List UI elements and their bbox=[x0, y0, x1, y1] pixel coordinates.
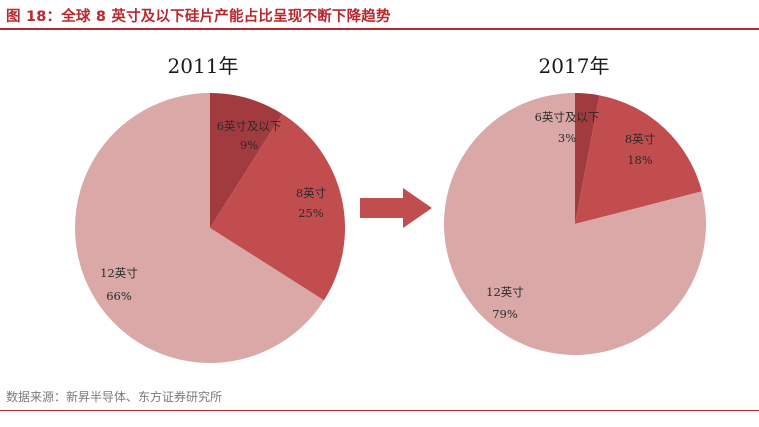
top-rule bbox=[0, 28, 759, 30]
pie-2017-value-12in: 79% bbox=[492, 307, 518, 321]
pie-2017: 2017年 6英寸及以下 3% 8英寸 18% 12英寸 79% bbox=[443, 54, 706, 355]
pie-2011-value-6in: 9% bbox=[240, 138, 258, 152]
pie-title-2011: 2011年 bbox=[168, 54, 239, 78]
pie-2017-slice-6in bbox=[575, 93, 600, 224]
pie-2011-value-12in: 66% bbox=[106, 289, 132, 303]
pie-2011-label-12in: 12英寸 bbox=[100, 266, 138, 280]
pie-2017-value-6in: 3% bbox=[558, 131, 576, 145]
pie-2011-slice-12in bbox=[74, 93, 324, 363]
pie-2017-value-8in: 18% bbox=[627, 153, 653, 167]
bottom-rule bbox=[0, 410, 759, 411]
transition-arrow-icon bbox=[360, 188, 432, 228]
pie-2011: 2011年 6英寸及以下 9% 8英寸 25% 12英寸 66% bbox=[74, 54, 345, 363]
source-note: 数据来源：新昇半导体、东方证券研究所 bbox=[6, 390, 223, 404]
pie-2011-slice-6in bbox=[210, 93, 283, 228]
pie-2017-slice-12in bbox=[443, 93, 706, 355]
figure-title: 图 18：全球 8 英寸及以下硅片产能占比呈现不断下降趋势 bbox=[6, 9, 391, 25]
pie-2011-label-6in: 6英寸及以下 bbox=[217, 119, 282, 133]
pie-2017-label-8in: 8英寸 bbox=[625, 132, 655, 146]
pie-2017-label-12in: 12英寸 bbox=[486, 285, 524, 299]
pie-title-2017: 2017年 bbox=[539, 54, 610, 78]
pie-2017-label-6in: 6英寸及以下 bbox=[535, 110, 600, 124]
pie-2011-value-8in: 25% bbox=[298, 206, 324, 220]
pie-2011-label-8in: 8英寸 bbox=[296, 186, 326, 200]
pie-2011-slice-8in bbox=[210, 114, 345, 301]
pie-2017-slice-8in bbox=[575, 95, 702, 224]
